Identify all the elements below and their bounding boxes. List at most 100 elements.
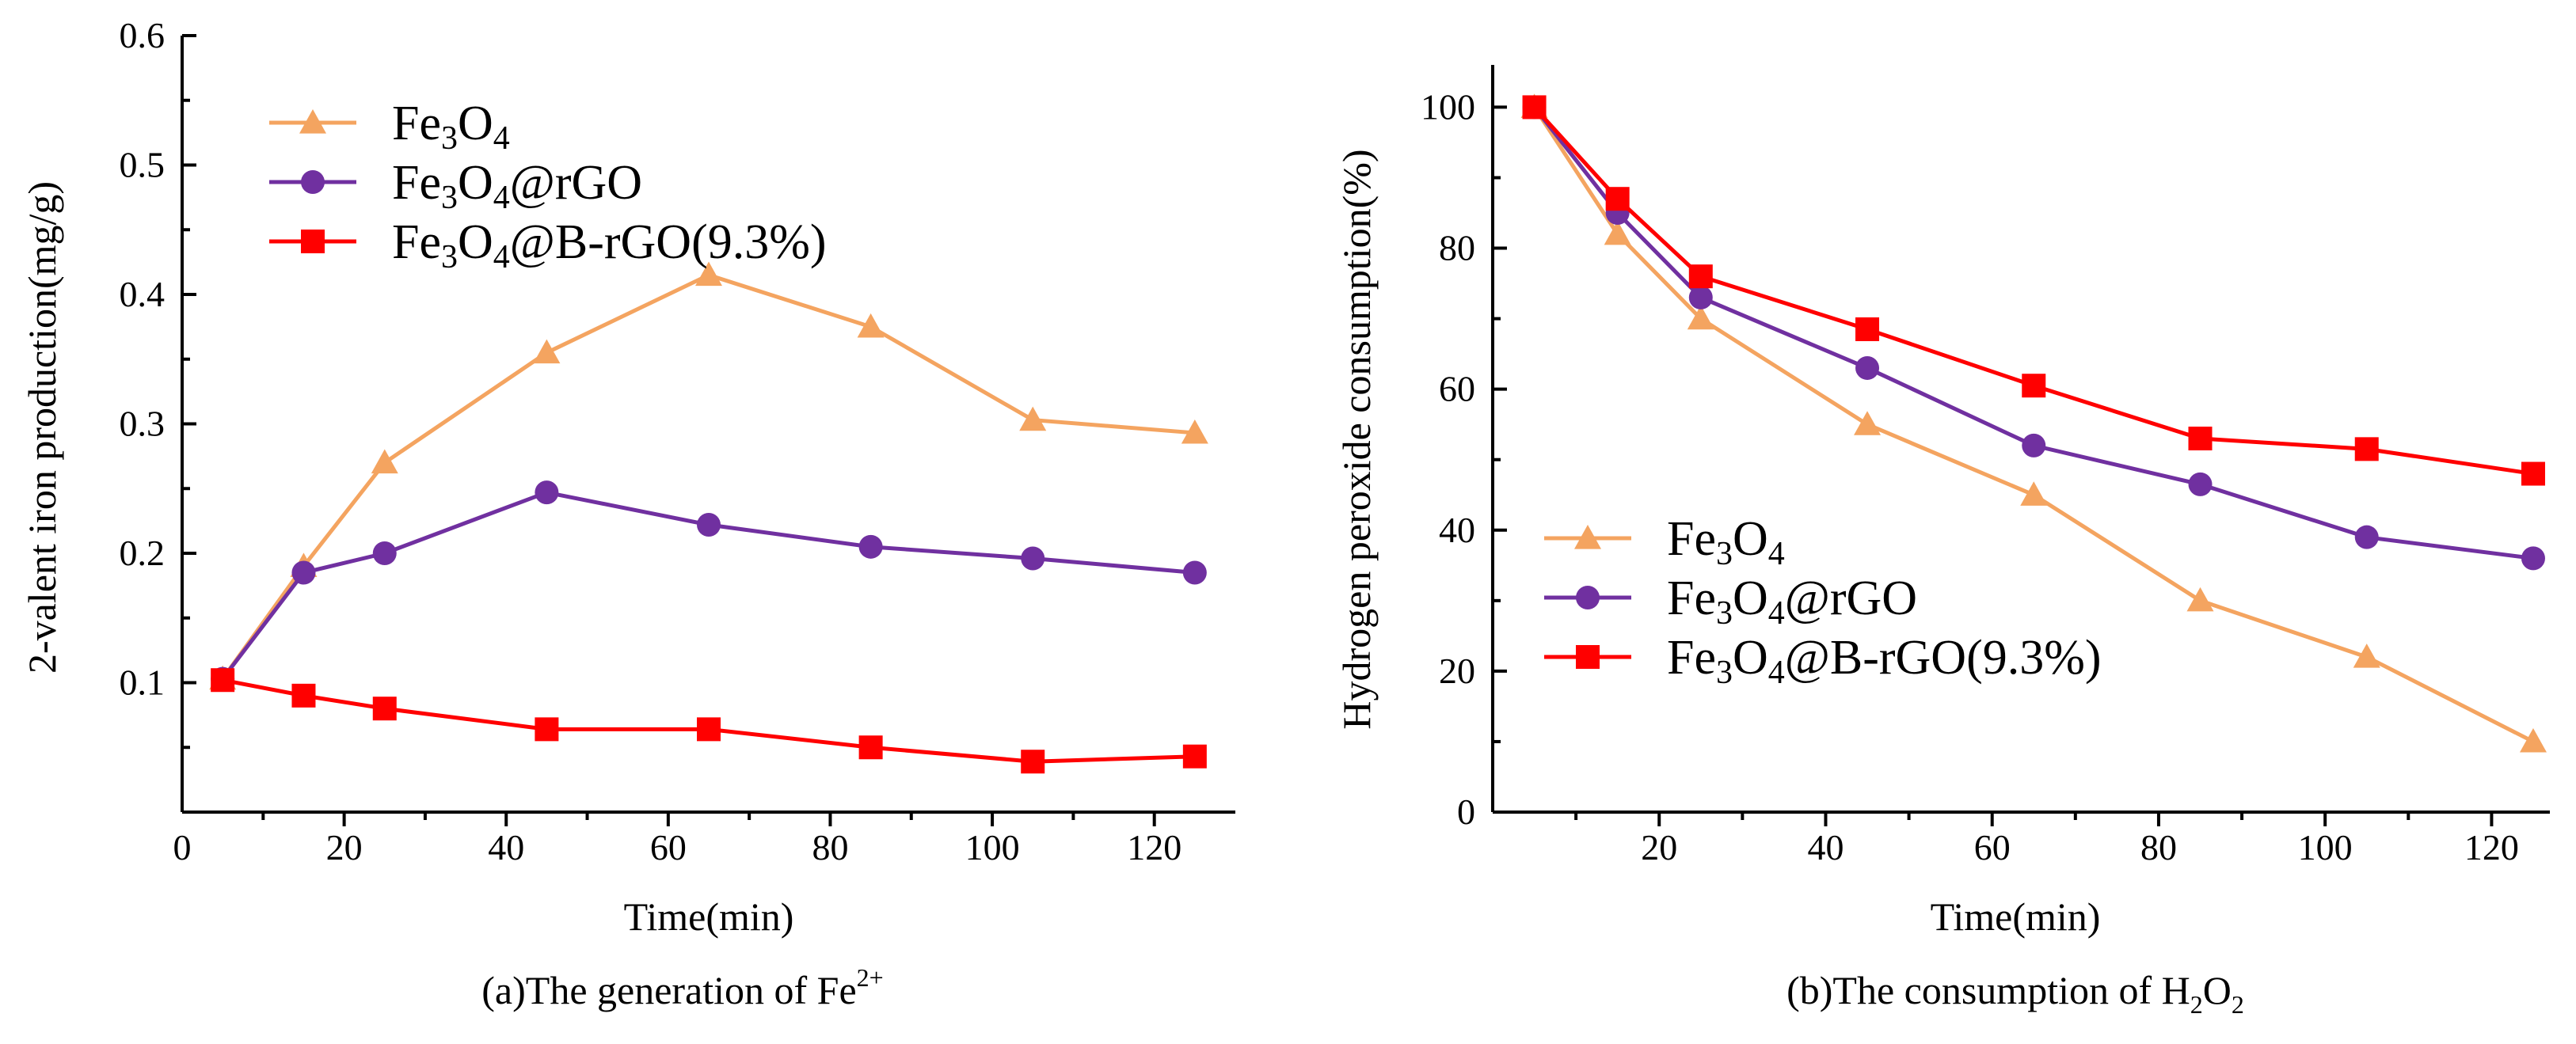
panel-b-legend-item-0: Fe3O4 [1544, 512, 1785, 572]
panel-a-series-0-point [695, 261, 722, 287]
panel-b-legend-item-2: Fe3O4@B-rGO(9.3%) [1544, 631, 2102, 691]
panel-b-y-tick-label: 100 [1421, 86, 1475, 127]
panel-b-legend-marker [1576, 586, 1600, 609]
panel-b-x-label: Time(min) [1931, 894, 2101, 939]
panel-b-y-tick-label: 80 [1439, 228, 1475, 268]
panel-b-legend-label: Fe3O4@rGO [1667, 571, 1917, 632]
panel-b-legend-item-1: Fe3O4@rGO [1544, 571, 1917, 632]
panel-b-axes [1491, 65, 2550, 814]
panel-a-caption-sup: 2+ [857, 963, 884, 992]
panel-a-series-1-line [221, 490, 1196, 681]
panel-a-legend-label: Fe3O4@B-rGO(9.3%) [392, 215, 827, 275]
panel-b-y-tick-label: 20 [1439, 651, 1475, 691]
panel-a-series-2-point [291, 683, 316, 708]
panel-a-series-0-point [1019, 406, 1047, 431]
panel-a-legend-label: Fe3O4 [392, 97, 510, 157]
panel-b-legend-marker [1574, 525, 1601, 549]
panel-b-series-0-point [2020, 481, 2048, 506]
panel-b-series-2-point [2022, 374, 2046, 398]
panel-a-series-1-point [1021, 546, 1045, 571]
panel-b-caption-mid: O [2203, 968, 2232, 1012]
panel-a-x-label: Time(min) [624, 894, 794, 939]
panel-b-y-tick-label: 0 [1457, 792, 1475, 832]
panel-b-series-2-point [2188, 427, 2213, 450]
panel-a-series-1-point [858, 534, 883, 559]
panel-b-series-2-point [1688, 264, 1713, 289]
panel-b-series-2-point [1855, 317, 1880, 341]
panel-a-y-tick-label: 0.5 [120, 145, 166, 185]
panel-b-y-tick-label: 40 [1439, 510, 1475, 550]
panel-b-ticks: 20 40 60 80 100 120 0 20 40 60 80 100 [1421, 86, 2519, 867]
panel-a-series-0 [209, 261, 1208, 690]
panel-b-caption: (b)The consumption of H2O2 [1786, 968, 2244, 1019]
panel-a-x-tick-label: 80 [812, 827, 848, 867]
panel-b-series-0-point [1604, 220, 1631, 245]
panel-b-series-0-point [2353, 643, 2380, 668]
panel-a-series-2-point [211, 668, 235, 693]
panel-a-x-tick-label: 120 [1127, 827, 1181, 867]
panel-a-series-2-point [372, 697, 397, 721]
panel-a-series-1-point [697, 513, 721, 537]
panel-b-series-1-point [2188, 472, 2213, 496]
panel-b-series-1-point [2521, 546, 2545, 571]
panel-a-series-1 [211, 480, 1207, 691]
panel-b-x-tick-label: 80 [2140, 827, 2177, 867]
panel-a-legend-marker [301, 230, 325, 253]
panel-b-series-0-point [2519, 727, 2547, 753]
panel-b-series-0-point [1854, 411, 1882, 435]
panel-a-y-tick-label: 0.2 [120, 533, 166, 573]
panel-a-y-tick-label: 0.4 [120, 274, 166, 314]
panel-b-series-1-point [2022, 433, 2046, 457]
panel-b-series-2 [1522, 95, 2545, 486]
panel-b-caption-sub2: 2 [2232, 990, 2244, 1019]
panel-b-caption-sub1: 2 [2190, 990, 2203, 1019]
panel-b-y-label: Hydrogen peroxide consumption(%) [1334, 149, 1379, 729]
panel-b-x-tick-label: 60 [1974, 827, 2011, 867]
panel-a-legend-label: Fe3O4@rGO [392, 156, 642, 216]
panel-a-series [209, 261, 1208, 774]
panel-a-series-1-point [291, 560, 316, 585]
panel-a-caption: (a)The generation of Fe2+ [481, 963, 883, 1012]
panel-b-x-tick-label: 120 [2464, 827, 2519, 867]
panel-b-series-2-point [1605, 187, 1630, 211]
panel-b-series-1-line [1532, 105, 2534, 560]
panel-b-x-tick-label: 40 [1807, 827, 1844, 867]
panel-b-x-tick-label: 20 [1641, 827, 1677, 867]
panel-b-series-2-point [2521, 461, 2545, 486]
panel-a-x-tick-label: 40 [488, 827, 524, 867]
panel-a-legend-marker [299, 109, 326, 134]
panel-b-series-2-point [1522, 95, 1547, 120]
panel-a-series-1-point [1182, 560, 1207, 585]
panel-a-caption-text: (a)The generation of Fe [481, 968, 856, 1012]
panel-b-h2o2-consumption: 20 40 60 80 100 120 0 20 40 60 80 100 Fe3O4Fe3O4@rG… [1334, 65, 2550, 1019]
panel-b-y-tick-label: 60 [1439, 369, 1475, 409]
panel-a-legend-item-0: Fe3O4 [269, 97, 510, 157]
panel-b-series-2-point [2354, 437, 2379, 461]
panel-a-y-tick-label: 0.6 [120, 15, 166, 55]
panel-a-series-2-point [1021, 750, 1045, 774]
panel-a-series-0-line [221, 272, 1196, 681]
panel-a-series-0-point [371, 449, 398, 474]
panel-a-y-label: 2-valent iron production(mg/g) [20, 181, 64, 674]
panel-b-series-0-line [1532, 106, 2535, 744]
panel-a-y-tick-label: 0.1 [120, 662, 166, 703]
panel-a-series-2-point [697, 717, 721, 742]
panel-a-series-2-point [858, 735, 883, 760]
panel-a-x-tick-label: 0 [173, 827, 192, 867]
panel-a-series-2-point [535, 717, 559, 742]
panel-b-series-1-point [1855, 355, 1880, 380]
panel-a-legend-item-2: Fe3O4@B-rGO(9.3%) [269, 215, 827, 275]
panel-b-legend-marker [1576, 645, 1600, 669]
panel-b-legend-label: Fe3O4 [1667, 512, 1785, 572]
panel-a-series-0-point [533, 339, 561, 364]
panel-a-series-1-point [535, 480, 559, 505]
panel-b-series [1520, 93, 2547, 753]
panel-b-series-1-point [2354, 525, 2379, 549]
panel-a-series-0-point [1181, 419, 1208, 444]
panel-a-x-tick-label: 60 [650, 827, 687, 867]
panel-a-x-tick-label: 20 [326, 827, 363, 867]
